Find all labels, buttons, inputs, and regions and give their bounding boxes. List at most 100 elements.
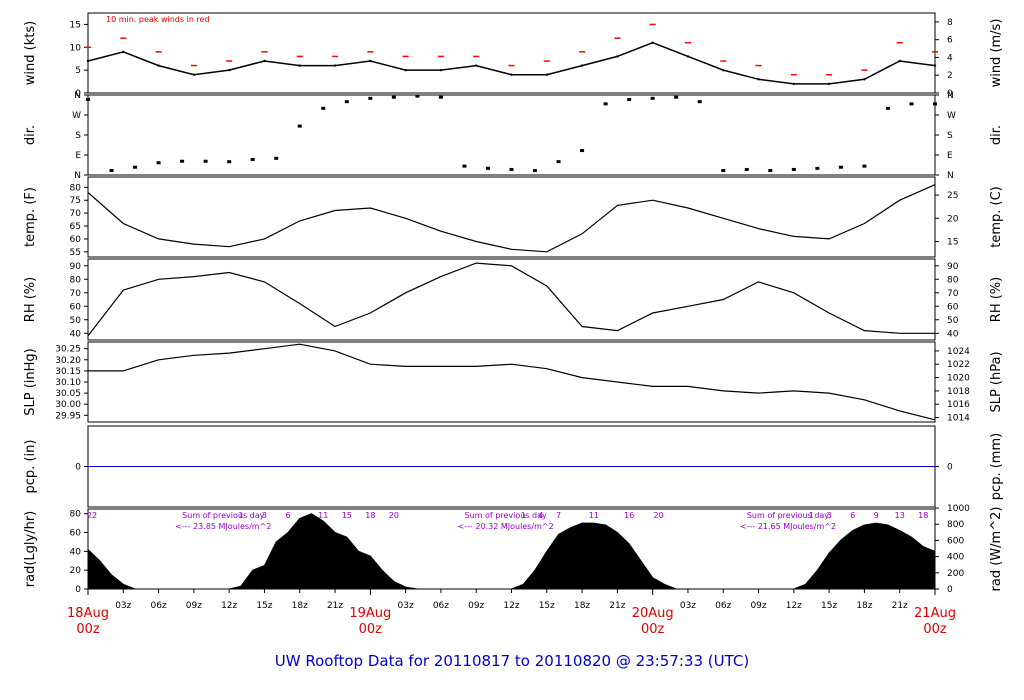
direction-right-tick-label: E xyxy=(947,151,953,161)
x-day-date-label: 19Aug xyxy=(349,606,391,621)
rh-right-tick-label: 60 xyxy=(947,302,959,312)
direction-point xyxy=(391,95,396,99)
radiation-left-tick-label: 40 xyxy=(70,547,82,557)
temperature-right-tick-label: 15 xyxy=(947,238,958,248)
precip-right-tick-label: 0 xyxy=(947,463,953,473)
direction-point xyxy=(368,96,373,100)
wind-speed-point xyxy=(722,68,725,72)
radiation-hour-label: 3 xyxy=(827,511,832,520)
radiation-right-tick-label: 600 xyxy=(947,536,964,546)
rh-right-tick-label: 80 xyxy=(947,275,959,285)
x-tick-label: 03z xyxy=(115,601,131,611)
wind-left-tick-label: 5 xyxy=(75,66,81,76)
wind-speed-point xyxy=(263,59,266,63)
direction-left-tick-label: E xyxy=(75,151,81,161)
direction-point xyxy=(933,102,937,106)
direction-point xyxy=(133,165,138,169)
x-tick-label: 12z xyxy=(221,601,237,611)
radiation-hour-label: 1 xyxy=(809,511,814,520)
slp-line xyxy=(88,343,936,421)
wind-left-tick-label: 15 xyxy=(70,20,81,30)
wind-speed-point xyxy=(898,59,901,63)
wind-speed-point xyxy=(863,78,866,81)
slp-right-tick-label: 1016 xyxy=(947,400,970,410)
radiation-right-tick-label: 1000 xyxy=(947,504,970,514)
radiation-hour-label: 6 xyxy=(285,511,290,520)
radiation-hour-label: 1 xyxy=(521,511,526,520)
direction-left-tick-label: N xyxy=(74,171,81,181)
x-tick-label: 21z xyxy=(892,601,908,611)
x-tick-label: 15z xyxy=(256,601,272,611)
direction-left-tick-label: S xyxy=(75,131,81,141)
wind-left-tick-label: 10 xyxy=(70,43,82,53)
wind-speed-point xyxy=(157,64,160,67)
radiation-sum-heading: Sum of previous day xyxy=(747,511,829,520)
slp-left-tick-label: 30.05 xyxy=(55,389,81,399)
rh-left-axis-label: RH (%) xyxy=(23,277,38,322)
slp-left-tick-label: 30.15 xyxy=(55,367,81,377)
temperature-right-axis-label: temp. (C) xyxy=(989,186,1004,248)
radiation-hour-label: 16 xyxy=(624,511,634,520)
wind-speed-point xyxy=(933,64,937,67)
rh-left-tick-label: 50 xyxy=(70,316,82,326)
radiation-hour-label: 11 xyxy=(318,511,328,520)
temperature-left-axis-label: temp. (F) xyxy=(23,187,38,247)
radiation-hour-label: 13 xyxy=(895,511,905,520)
direction-right-axis-label: dir. xyxy=(989,125,1004,145)
rh-right-tick-label: 40 xyxy=(947,329,959,339)
direction-point xyxy=(627,97,632,101)
wind-speed-point xyxy=(86,59,90,63)
radiation-hour-label: 11 xyxy=(589,511,599,520)
direction-point xyxy=(344,100,349,104)
x-tick-label: 06z xyxy=(715,601,731,611)
wind-speed-point xyxy=(475,64,478,67)
x-day-date-label: 20Aug xyxy=(632,606,674,621)
temperature-line xyxy=(87,184,936,253)
wind-right-tick-label: 4 xyxy=(947,53,953,63)
wind-peak-annotation: 10 min. peak winds in red xyxy=(106,15,210,24)
direction-right-tick-label: N xyxy=(947,91,954,101)
direction-point xyxy=(533,169,538,173)
slp-right-tick-label: 1014 xyxy=(947,414,970,424)
x-tick-label: 12z xyxy=(786,601,802,611)
direction-panel-frame xyxy=(87,94,936,176)
radiation-right-axis-label: rad (W/m^2) xyxy=(989,507,1004,592)
radiation-hour-label: 9 xyxy=(874,511,879,520)
wind-speed-point xyxy=(404,68,407,72)
radiation-hour-label: 18 xyxy=(365,511,375,520)
rh-right-tick-label: 70 xyxy=(947,289,959,299)
wind-speed-point xyxy=(192,73,196,76)
direction-point xyxy=(509,167,514,171)
precip-left-tick-label: 0 xyxy=(75,463,81,473)
direction-point xyxy=(909,102,914,106)
wind-speed-point xyxy=(333,64,337,67)
radiation-right-tick-label: 800 xyxy=(947,520,964,530)
direction-point xyxy=(744,167,749,171)
wind-speed-line xyxy=(87,41,936,85)
direction-point xyxy=(438,95,443,99)
x-tick-label: 18z xyxy=(574,601,590,611)
direction-left-tick-label: N xyxy=(74,91,81,101)
direction-point xyxy=(580,149,585,153)
x-day-time-label: 00z xyxy=(641,622,665,637)
temperature-right-tick-label: 20 xyxy=(947,214,959,224)
temperature-left-tick-label: 70 xyxy=(70,209,82,219)
x-tick-label: 03z xyxy=(398,601,414,611)
temperature-left-tick-label: 65 xyxy=(70,222,81,232)
precip-left-axis-label: pcp. (in) xyxy=(23,440,38,494)
radiation-panel-frame xyxy=(87,508,936,590)
direction-point xyxy=(250,157,255,161)
direction-point xyxy=(227,160,232,164)
radiation-hour-label: 4 xyxy=(538,511,543,520)
direction-point xyxy=(838,165,843,169)
radiation-left-tick-label: 20 xyxy=(70,566,82,576)
slp-left-tick-label: 30.10 xyxy=(55,378,81,388)
x-tick-label: 09z xyxy=(750,601,766,611)
radiation-hour-label: 20 xyxy=(389,511,399,520)
radiation-hour-label: 3 xyxy=(262,511,267,520)
wind-speed-point xyxy=(122,50,125,54)
wind-right-tick-label: 2 xyxy=(947,71,953,81)
radiation-hour-label: 18 xyxy=(918,511,928,520)
radiation-hour-label: 20 xyxy=(653,511,663,520)
rh-right-axis-label: RH (%) xyxy=(989,277,1004,322)
